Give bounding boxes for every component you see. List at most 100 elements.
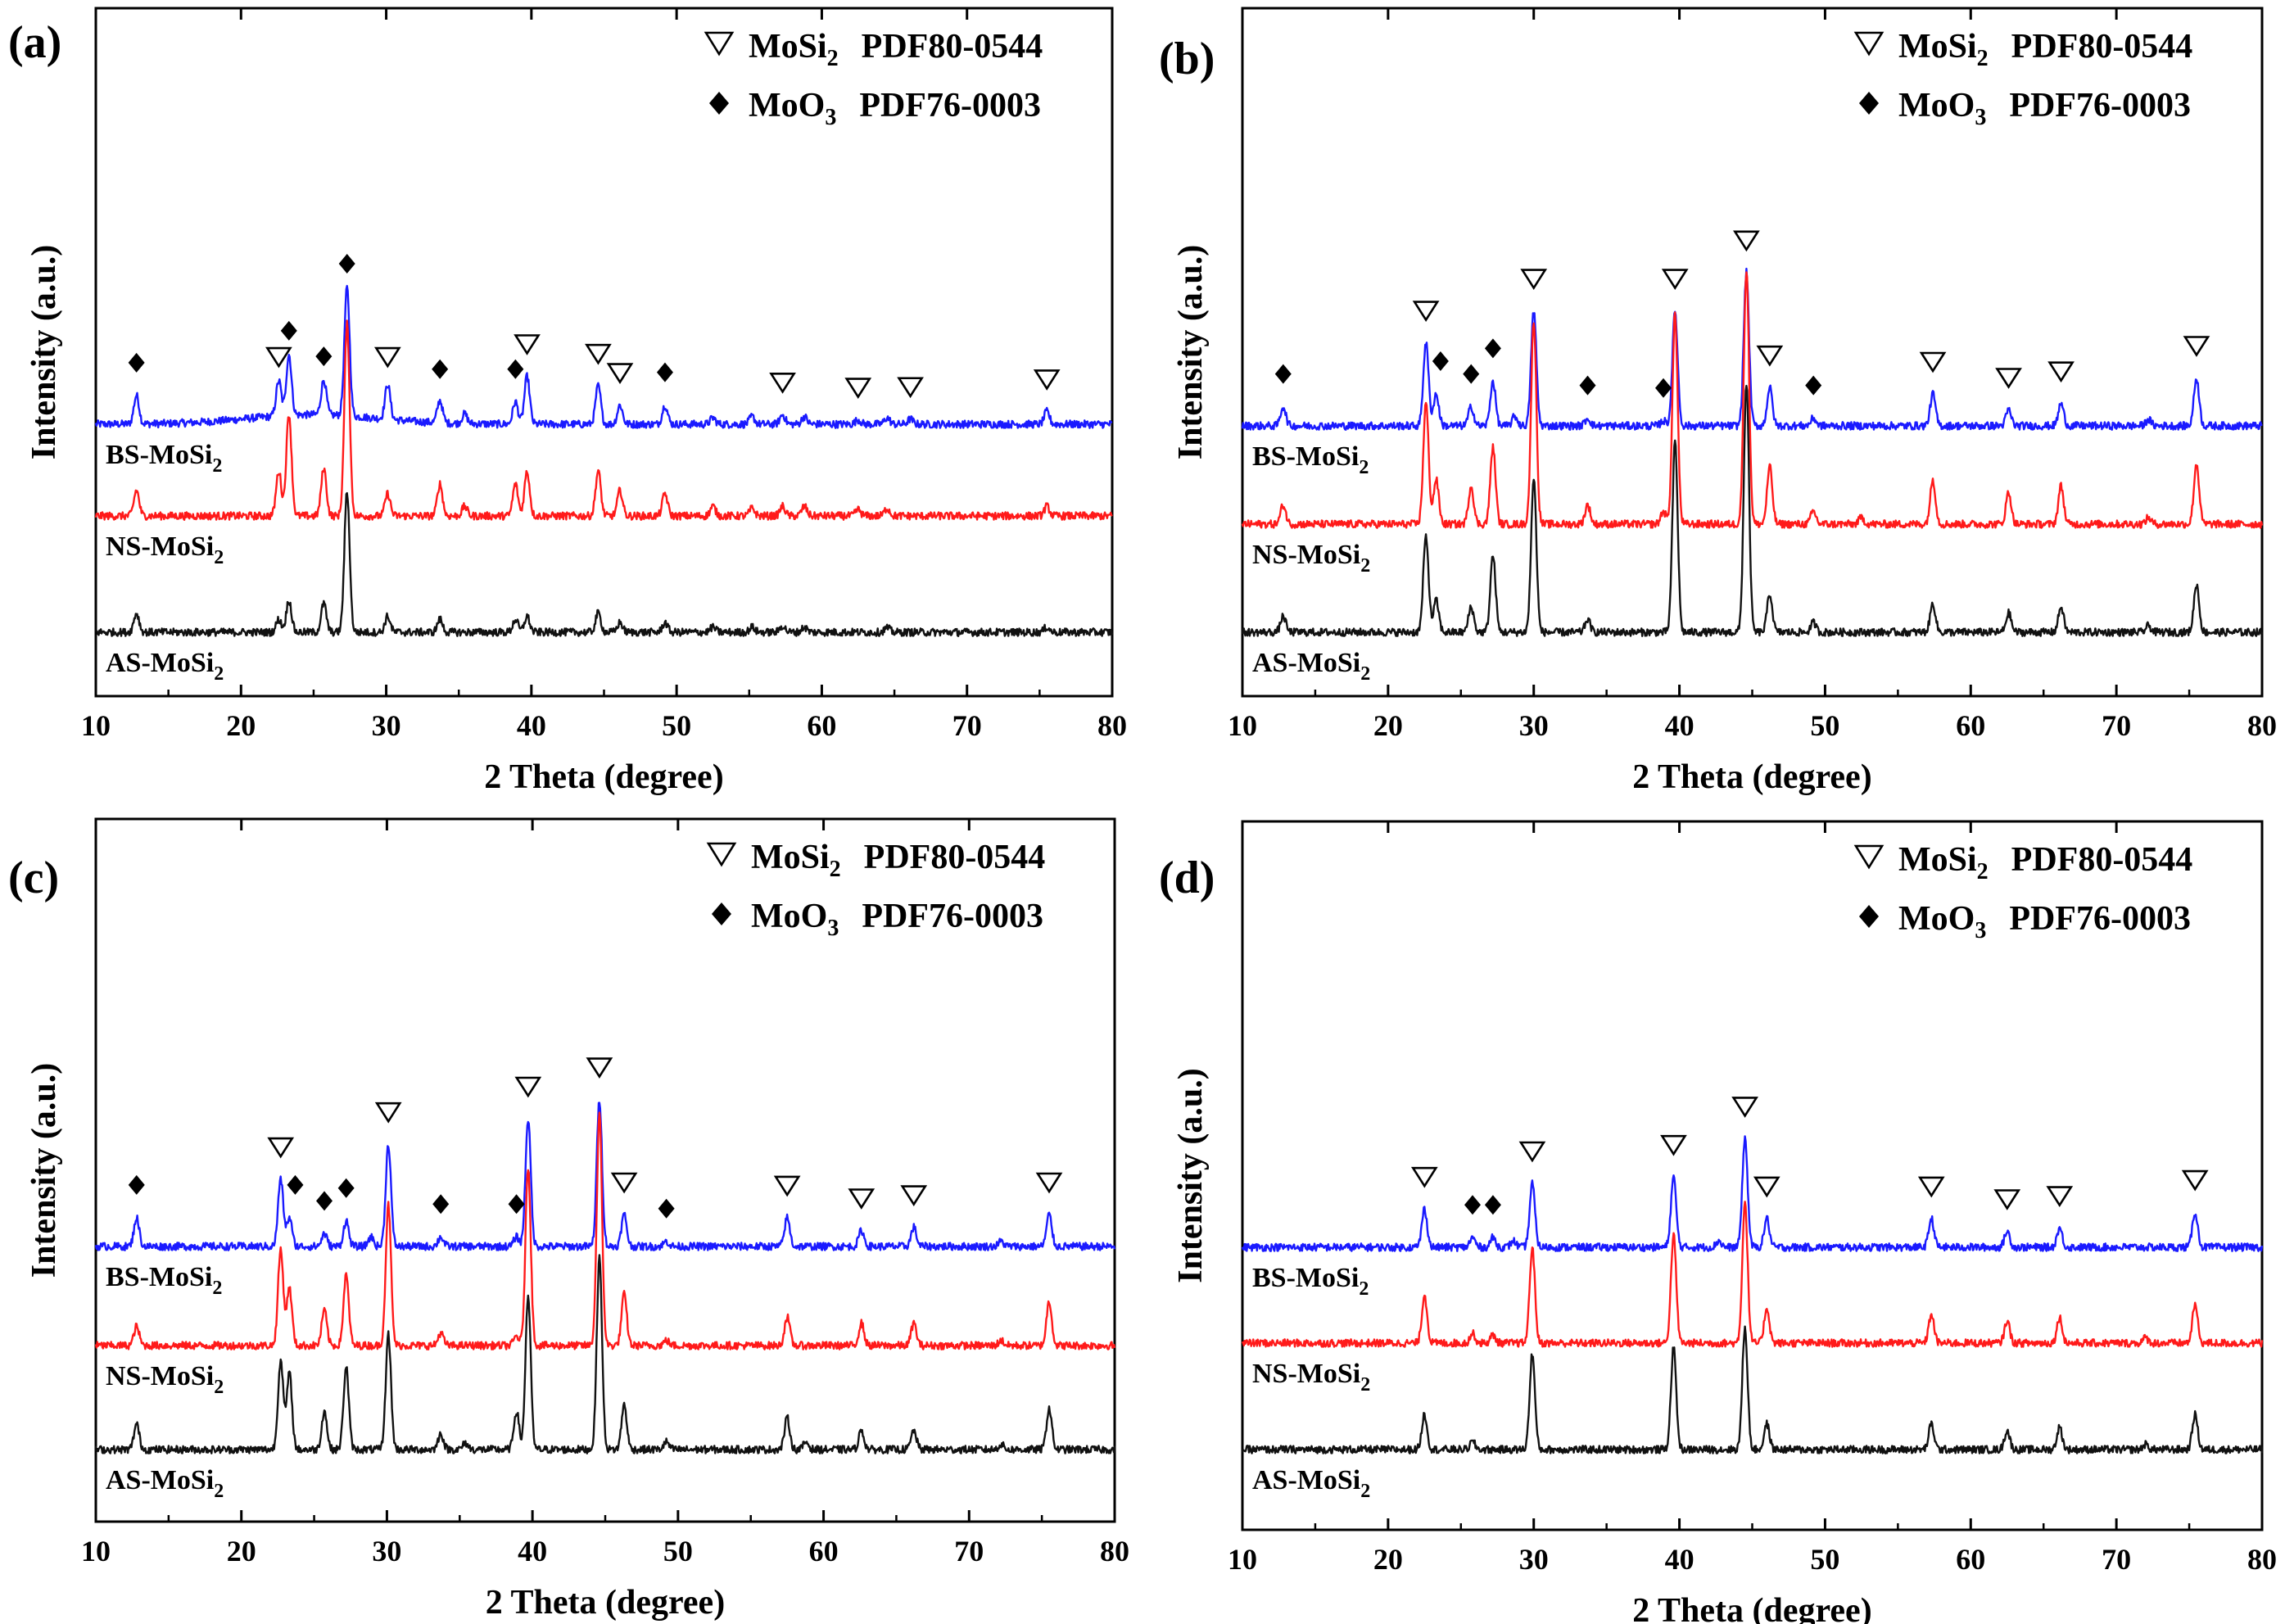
mosi2-peak-marker-icon [514, 334, 541, 355]
panel-label: (a) [8, 17, 61, 68]
mosi2-peak-marker-icon [1756, 345, 1784, 367]
mosi2-peak-marker-icon [1993, 1189, 2021, 1210]
trace-nsmosi2 [1241, 1201, 2264, 1348]
trace-nsmosi2 [1241, 271, 2264, 529]
moo3-peak-marker-icon [658, 1198, 675, 1219]
mosi2-peak-marker-icon [1919, 351, 1947, 373]
moo3-peak-marker-icon [1484, 338, 1501, 359]
legend-triangle-icon [1853, 31, 1885, 57]
mosi2-peak-marker-icon [1753, 1176, 1780, 1198]
legend-triangle-icon [704, 31, 735, 57]
x-axis-title: 2 Theta (degree) [1632, 1592, 1871, 1624]
mosi2-peak-marker-icon [606, 363, 634, 385]
x-tick-label: 20 [1373, 709, 1403, 742]
legend-label: MoSi2 PDF80-0544 [749, 28, 1043, 71]
x-axis-title: 2 Theta (degree) [486, 1584, 725, 1622]
moo3-peak-marker-icon [338, 254, 355, 274]
moo3-peak-marker-icon [1655, 378, 1672, 398]
trace-bsmosi2 [94, 284, 1113, 429]
xrd-panel-b: (b) 10 20 30 40 50 60 70 80 2 Theta (degree) Inten… [1159, 7, 2277, 796]
trace-bsmosi2 [94, 1102, 1116, 1251]
x-tick-label: 10 [1228, 709, 1257, 742]
mosi2-peak-marker-icon [1035, 1172, 1063, 1194]
x-tick-label: 20 [227, 1535, 256, 1567]
x-tick-label: 70 [2102, 709, 2131, 742]
legend-diamond-icon [1859, 905, 1879, 928]
moo3-peak-marker-icon [507, 359, 524, 379]
legend-label: MoO3 PDF76-0003 [749, 87, 1041, 130]
y-axis-title: Intensity (a.u.) [25, 1063, 63, 1278]
series-label: BS-MoSi2 [106, 1262, 222, 1299]
x-tick-label: 80 [2247, 709, 2277, 742]
legend-triangle-icon [1853, 844, 1885, 870]
x-tick-label: 50 [662, 709, 691, 742]
mosi2-peak-marker-icon [1520, 269, 1548, 291]
moo3-peak-marker-icon [1432, 351, 1449, 371]
series-label: AS-MoSi2 [106, 648, 224, 685]
moo3-peak-marker-icon [1579, 375, 1596, 396]
moo3-peak-marker-icon [1484, 1195, 1501, 1215]
trace-asmosi2 [95, 491, 1114, 637]
mosi2-peak-marker-icon [1917, 1176, 1945, 1198]
panel-label: (b) [1159, 34, 1215, 84]
moo3-peak-marker-icon [508, 1194, 525, 1215]
series-label: BS-MoSi2 [106, 440, 222, 477]
x-tick-label: 30 [1519, 1543, 1549, 1576]
mosi2-peak-marker-icon [586, 1057, 613, 1079]
x-tick-label: 50 [1810, 709, 1839, 742]
x-tick-label: 20 [226, 709, 256, 742]
x-tick-label: 20 [1373, 1543, 1403, 1576]
y-axis-title: Intensity (a.u.) [1172, 245, 1210, 460]
trace-asmosi2 [94, 1254, 1116, 1454]
x-tick-label: 50 [663, 1535, 693, 1567]
x-tick-label: 30 [372, 1535, 401, 1567]
x-tick-label: 70 [954, 1535, 984, 1567]
x-tick-label: 60 [807, 709, 836, 742]
x-tick-label: 40 [1665, 709, 1694, 742]
mosi2-peak-marker-icon [1660, 1134, 1687, 1156]
mosi2-peak-marker-icon [2183, 336, 2210, 357]
series-label: NS-MoSi2 [1252, 540, 1370, 577]
mosi2-peak-marker-icon [1412, 301, 1440, 323]
mosi2-peak-marker-icon [769, 373, 796, 394]
x-tick-label: 40 [518, 1535, 547, 1567]
mosi2-peak-marker-icon [1033, 369, 1061, 391]
x-tick-label: 60 [809, 1535, 839, 1567]
x-tick-label: 80 [1100, 1535, 1129, 1567]
mosi2-peak-marker-icon [1661, 269, 1689, 291]
x-tick-label: 60 [1956, 1543, 1985, 1576]
moo3-peak-marker-icon [316, 1191, 333, 1211]
series-label: AS-MoSi2 [1252, 1465, 1370, 1502]
trace-asmosi2 [1241, 384, 2264, 637]
x-tick-label: 70 [952, 709, 982, 742]
moo3-peak-marker-icon [1274, 364, 1292, 384]
mosi2-peak-marker-icon [585, 343, 612, 365]
mosi2-peak-marker-icon [1731, 1097, 1758, 1118]
mosi2-peak-marker-icon [844, 378, 872, 399]
legend-diamond-icon [712, 902, 731, 925]
y-axis-title: Intensity (a.u.) [1172, 1068, 1210, 1283]
trace-asmosi2 [1241, 1325, 2264, 1454]
moo3-peak-marker-icon [128, 352, 145, 373]
mosi2-peak-marker-icon [1518, 1141, 1546, 1163]
mosi2-peak-marker-icon [1733, 230, 1760, 252]
mosi2-peak-marker-icon [1995, 368, 2022, 389]
mosi2-peak-marker-icon [1410, 1166, 1438, 1188]
panel-label: (d) [1159, 853, 1215, 903]
mosi2-peak-marker-icon [267, 1137, 295, 1159]
series-label: BS-MoSi2 [1252, 1263, 1369, 1300]
series-label: AS-MoSi2 [1252, 648, 1370, 685]
y-axis-title: Intensity (a.u.) [25, 245, 63, 460]
legend-triangle-icon [706, 842, 737, 867]
trace-bsmosi2 [1241, 1135, 2264, 1252]
x-tick-label: 50 [1810, 1543, 1839, 1576]
legend-label: MoO3 PDF76-0003 [1898, 900, 2191, 943]
panel-label: (c) [8, 853, 59, 903]
moo3-peak-marker-icon [287, 1174, 304, 1195]
moo3-peak-marker-icon [656, 362, 673, 382]
xrd-panel-d: (d) 10 20 30 40 50 60 70 80 2 Theta (degree) Inten… [1159, 820, 2277, 1624]
legend-diamond-icon [1859, 92, 1879, 115]
mosi2-peak-marker-icon [2046, 1186, 2074, 1208]
mosi2-peak-marker-icon [374, 1102, 402, 1124]
